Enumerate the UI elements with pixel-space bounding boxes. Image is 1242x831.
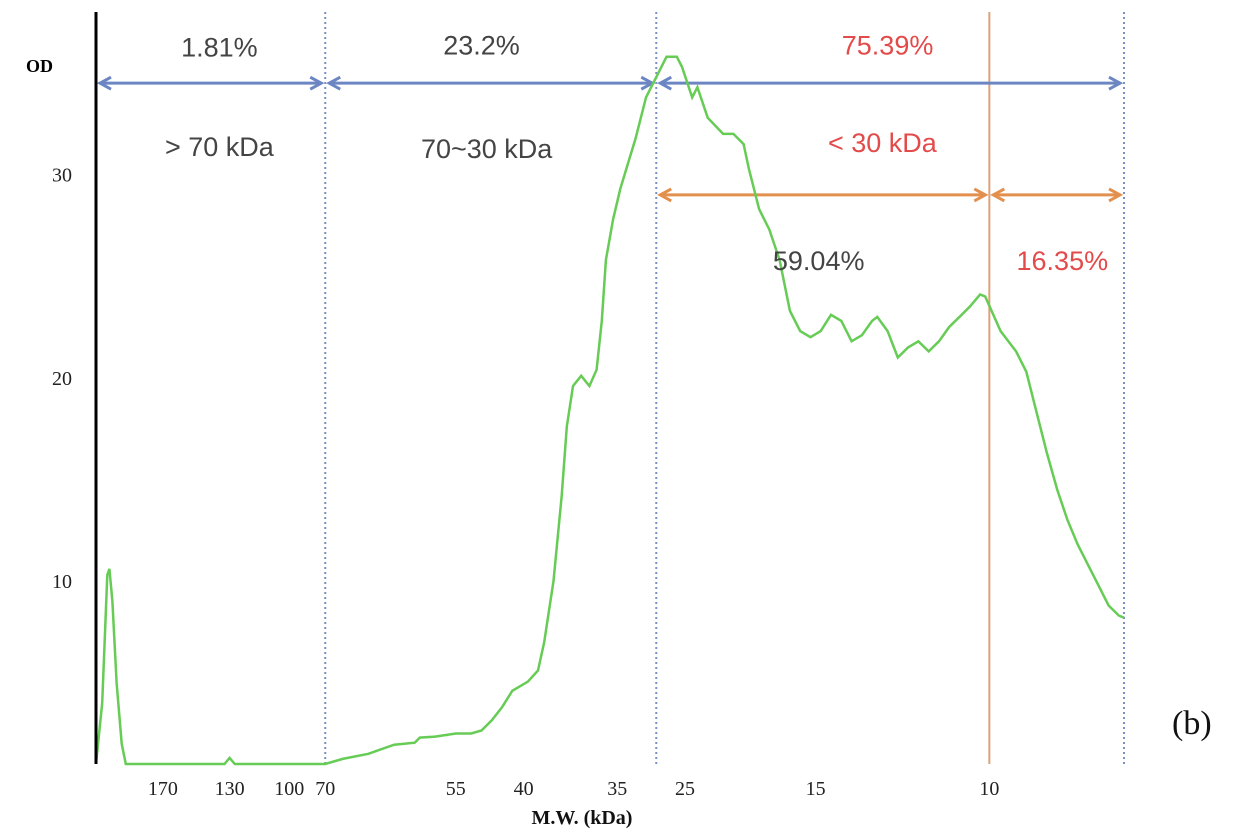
region-annotations: 1.81% > 70 kDa 23.2% 70~30 kDa 75.39% < 30 kD…: [165, 31, 1108, 276]
x-tick-label: 15: [806, 778, 826, 800]
region-annotation: 70~30 kDa: [421, 134, 553, 164]
range-arrow-2: [657, 75, 1124, 91]
region-annotation: 23.2%: [443, 31, 520, 61]
x-axis-label: M.W. (kDa): [532, 807, 633, 829]
y-tick-labels: 10 20 30: [52, 165, 72, 593]
range-arrow-3: [657, 187, 989, 203]
x-tick-label: 25: [675, 778, 695, 800]
x-tick-label: 40: [514, 778, 534, 800]
region-annotation: 59.04%: [773, 246, 865, 276]
x-tick-label: 170: [148, 778, 178, 800]
y-tick-label: 20: [52, 368, 72, 390]
x-tick-label: 35: [607, 778, 627, 800]
x-tick-label: 100: [274, 778, 304, 800]
x-tick-labels: 170 130 100 70 55 40 35 25 15 10: [148, 778, 1000, 800]
y-tick-label: 30: [52, 165, 72, 187]
range-arrows: [96, 75, 1124, 203]
x-tick-label: 70: [315, 778, 335, 800]
y-axis-label: OD: [26, 56, 53, 76]
x-tick-label: 10: [979, 778, 999, 800]
od-curve: [94, 55, 1125, 766]
x-tick-label: 55: [446, 778, 466, 800]
region-annotation: 1.81%: [181, 33, 258, 63]
panel-label: (b): [1172, 705, 1212, 742]
region-annotation: 75.39%: [842, 31, 934, 61]
region-dividers: [324, 12, 1125, 764]
region-annotation: > 70 kDa: [165, 132, 275, 162]
range-arrow-4: [990, 187, 1124, 203]
y-tick-label: 10: [52, 571, 72, 593]
range-arrow-0: [96, 75, 325, 91]
region-annotation: 16.35%: [1017, 246, 1109, 276]
region-annotation: < 30 kDa: [828, 128, 938, 158]
x-tick-label: 130: [215, 778, 245, 800]
range-arrow-1: [326, 75, 656, 91]
